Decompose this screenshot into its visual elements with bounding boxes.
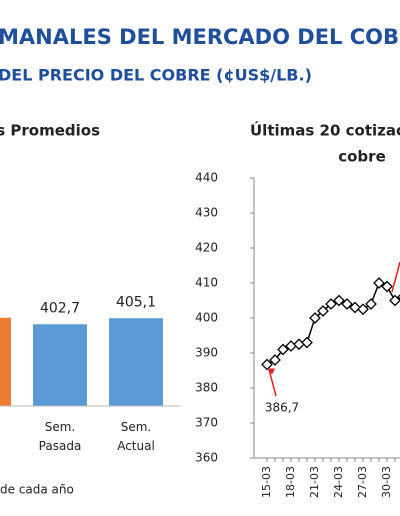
bar: [33, 324, 87, 406]
data-point: [381, 280, 393, 293]
data-point: [309, 312, 321, 324]
annotation-arrowhead: [268, 368, 275, 375]
footnote: de cada año: [0, 483, 74, 497]
y-tick-label: 370: [195, 416, 218, 430]
x-tick-label: 27-03: [356, 466, 369, 498]
x-tick-label: 24-03: [332, 466, 345, 498]
bar: [109, 318, 163, 406]
y-tick-label: 390: [195, 346, 218, 360]
data-point: [341, 298, 353, 310]
data-point: [357, 303, 369, 316]
chart-title: s Promedios: [0, 122, 100, 140]
data-point: [317, 305, 329, 317]
slide-title: MANALES DEL MERCADO DEL COB: [0, 25, 399, 49]
y-tick-label: 430: [195, 206, 218, 220]
y-tick-label: 360: [195, 451, 218, 465]
data-point: [373, 277, 385, 289]
x-tick-label: Sem. Actual: [117, 420, 155, 453]
x-tick-label: 21-03: [308, 466, 321, 498]
y-tick-label: 410: [195, 276, 218, 290]
data-point: [333, 294, 345, 307]
y-tick-label: 400: [195, 311, 218, 325]
y-tick-label: 420: [195, 241, 218, 255]
value-label: 405,1: [116, 294, 156, 310]
x-tick-label: Sem. Pasada: [39, 420, 82, 453]
value-label: 402,7: [40, 300, 80, 316]
data-point: [389, 294, 400, 307]
y-tick-label: 440: [195, 171, 218, 185]
data-point: [325, 298, 337, 310]
data-point: [365, 298, 377, 310]
annotation-arrow: [268, 369, 277, 397]
data-point: [349, 301, 361, 314]
annotation: 386,7: [265, 401, 299, 415]
data-point: [301, 336, 313, 349]
x-tick-label: 30-03: [380, 466, 393, 498]
x-tick-label: 15-03: [260, 466, 273, 498]
chart-title: Últimas 20 cotizac: [250, 121, 400, 140]
price-line: [266, 281, 400, 366]
data-point: [269, 354, 281, 366]
bar: [0, 317, 11, 406]
data-point: [277, 343, 289, 356]
x-tick-label: 18-03: [284, 466, 297, 498]
annotation-arrow: [391, 261, 400, 293]
y-tick-label: 380: [195, 381, 218, 395]
data-point: [293, 338, 305, 351]
data-point: [285, 340, 297, 352]
slide-subtitle: DEL PRECIO DEL COBRE (¢US$/LB.): [0, 66, 312, 85]
data-point: [261, 358, 273, 371]
chart-title: cobre: [338, 148, 386, 166]
